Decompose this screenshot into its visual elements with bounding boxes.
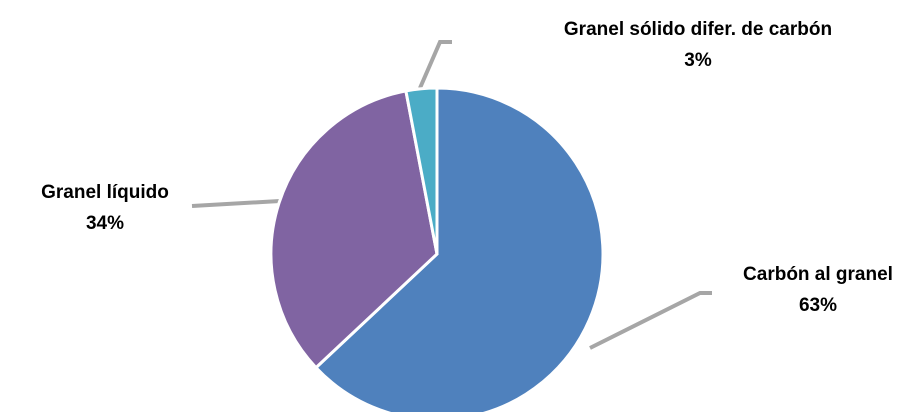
pie-slice: [313, 86, 605, 412]
slice-label: Granel líquido: [41, 182, 169, 203]
pie-slice: [269, 89, 439, 370]
slice-value-label: 63%: [799, 295, 837, 316]
slice-value-label: 3%: [684, 50, 712, 71]
leader-line: [418, 40, 452, 89]
slice-label: Granel sólido difer. de carbón: [564, 19, 832, 40]
leader-line: [191, 199, 281, 208]
leader-line: [589, 291, 712, 350]
pie-slice: [404, 86, 439, 255]
slice-label: Carbón al granel: [743, 264, 893, 285]
slice-value-label: 34%: [86, 213, 124, 234]
